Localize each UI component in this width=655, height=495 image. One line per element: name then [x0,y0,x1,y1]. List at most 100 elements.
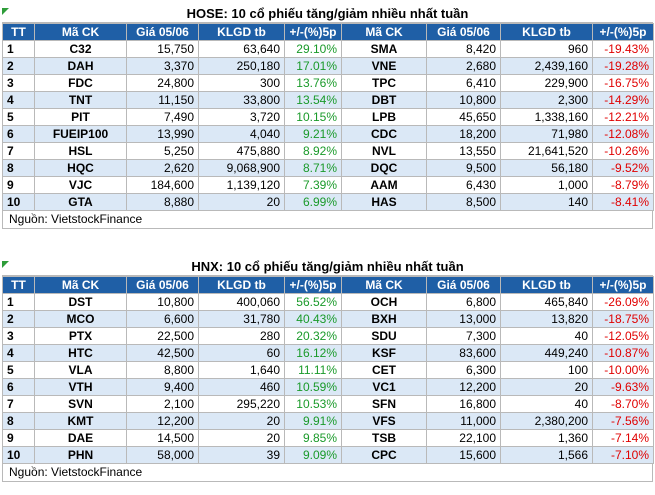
gainer-symbol: HTC [34,344,127,362]
loser-volume: 449,240 [500,344,593,362]
loser-change: -7.14% [592,429,654,447]
gainer-symbol: VLA [34,361,127,379]
gainer-price: 11,150 [126,91,199,109]
row-number: 3 [2,327,35,345]
gainer-price: 22,500 [126,327,199,345]
gainer-volume: 300 [198,74,285,92]
hose-table: TT Mã CK Giá 05/06 KLGD tb +/-(%)5p Mã CK Giá … [2,23,654,211]
gainer-symbol: MCO [34,310,127,328]
gainer-price: 8,880 [126,193,199,211]
gainer-volume: 250,180 [198,57,285,75]
loser-change: -9.63% [592,378,654,396]
table-row: 5 VLA 8,800 1,640 11.11% CET 6,300 100 -10.00% [2,361,654,379]
gainer-change: 8.71% [284,159,342,177]
hnx-block: HNX: 10 cổ phiếu tăng/giảm nhiều nhất tu… [2,258,654,482]
loser-volume: 2,300 [500,91,593,109]
row-number: 9 [2,176,35,194]
column-header: Giá 05/06 [126,276,199,294]
gainer-volume: 1,139,120 [198,176,285,194]
gainer-price: 5,250 [126,142,199,160]
loser-change: -10.00% [592,361,654,379]
gainer-change: 10.59% [284,378,342,396]
gainer-change: 9.91% [284,412,342,430]
loser-symbol: CET [341,361,427,379]
gainer-volume: 400,060 [198,293,285,311]
loser-change: -8.79% [592,176,654,194]
gainer-price: 3,370 [126,57,199,75]
loser-symbol: TPC [341,74,427,92]
gainer-symbol: DAH [34,57,127,75]
loser-symbol: TSB [341,429,427,447]
loser-volume: 2,439,160 [500,57,593,75]
gainer-change: 7.39% [284,176,342,194]
loser-price: 8,420 [426,40,501,58]
table-row: 5 PIT 7,490 3,720 10.15% LPB 45,650 1,338,160 -1… [2,108,654,126]
loser-price: 83,600 [426,344,501,362]
gainer-price: 13,990 [126,125,199,143]
hose-title: HOSE: 10 cổ phiếu tăng/giảm nhiều nhất t… [186,6,469,21]
gainer-symbol: KMT [34,412,127,430]
gainer-volume: 20 [198,193,285,211]
gainer-price: 7,490 [126,108,199,126]
row-number: 6 [2,378,35,396]
row-number: 2 [2,57,35,75]
gainer-symbol: C32 [34,40,127,58]
gainer-change: 13.76% [284,74,342,92]
loser-symbol: VC1 [341,378,427,396]
corner-triangle-icon [2,8,9,15]
row-number: 2 [2,310,35,328]
table-row: 10 GTA 8,880 20 6.99% HAS 8,500 140 -8.41% [2,193,654,211]
row-number: 8 [2,159,35,177]
loser-symbol: DQC [341,159,427,177]
loser-volume: 20 [500,378,593,396]
gainer-change: 20.32% [284,327,342,345]
gainer-symbol: DST [34,293,127,311]
loser-symbol: KSF [341,344,427,362]
gainer-price: 184,600 [126,176,199,194]
loser-price: 12,200 [426,378,501,396]
gainer-change: 17.01% [284,57,342,75]
column-header: +/-(%)5p [284,23,342,41]
row-number: 8 [2,412,35,430]
loser-change: -19.28% [592,57,654,75]
column-header: Mã CK [34,23,127,41]
loser-symbol: VNE [341,57,427,75]
gainer-volume: 9,068,900 [198,159,285,177]
column-header: KLGD tb [198,23,285,41]
row-number: 5 [2,108,35,126]
gainer-volume: 33,800 [198,91,285,109]
loser-change: -12.05% [592,327,654,345]
loser-volume: 229,900 [500,74,593,92]
gainer-volume: 4,040 [198,125,285,143]
gainer-volume: 295,220 [198,395,285,413]
loser-symbol: CPC [341,446,427,464]
gainer-price: 12,200 [126,412,199,430]
gainer-volume: 280 [198,327,285,345]
row-number: 1 [2,40,35,58]
row-number: 7 [2,395,35,413]
gainer-symbol: VTH [34,378,127,396]
table-row: 2 DAH 3,370 250,180 17.01% VNE 2,680 2,439,160-… [2,57,654,75]
gainer-volume: 60 [198,344,285,362]
loser-change: -26.09% [592,293,654,311]
loser-volume: 40 [500,395,593,413]
gainer-symbol: HSL [34,142,127,160]
gainer-volume: 20 [198,412,285,430]
gainer-change: 11.11% [284,361,342,379]
gainer-volume: 63,640 [198,40,285,58]
table-row: 6 FUEIP100 13,990 4,040 9.21% CDC 18,200 71,980… [2,125,654,143]
column-header: KLGD tb [500,23,593,41]
gainer-price: 9,400 [126,378,199,396]
column-header: KLGD tb [500,276,593,294]
loser-volume: 21,641,520 [500,142,593,160]
hnx-header: TT Mã CK Giá 05/06 KLGD tb +/-(%)5p Mã CK Giá … [2,276,654,294]
loser-symbol: SMA [341,40,427,58]
table-row: 1 C32 15,750 63,640 29.10% SMA 8,420 960 -19.43% [2,40,654,58]
gainer-symbol: PIT [34,108,127,126]
gainer-symbol: PTX [34,327,127,345]
gainer-price: 2,100 [126,395,199,413]
loser-symbol: LPB [341,108,427,126]
gainer-change: 9.09% [284,446,342,464]
loser-price: 6,410 [426,74,501,92]
hnx-table: TT Mã CK Giá 05/06 KLGD tb +/-(%)5p Mã CK Giá … [2,276,654,464]
